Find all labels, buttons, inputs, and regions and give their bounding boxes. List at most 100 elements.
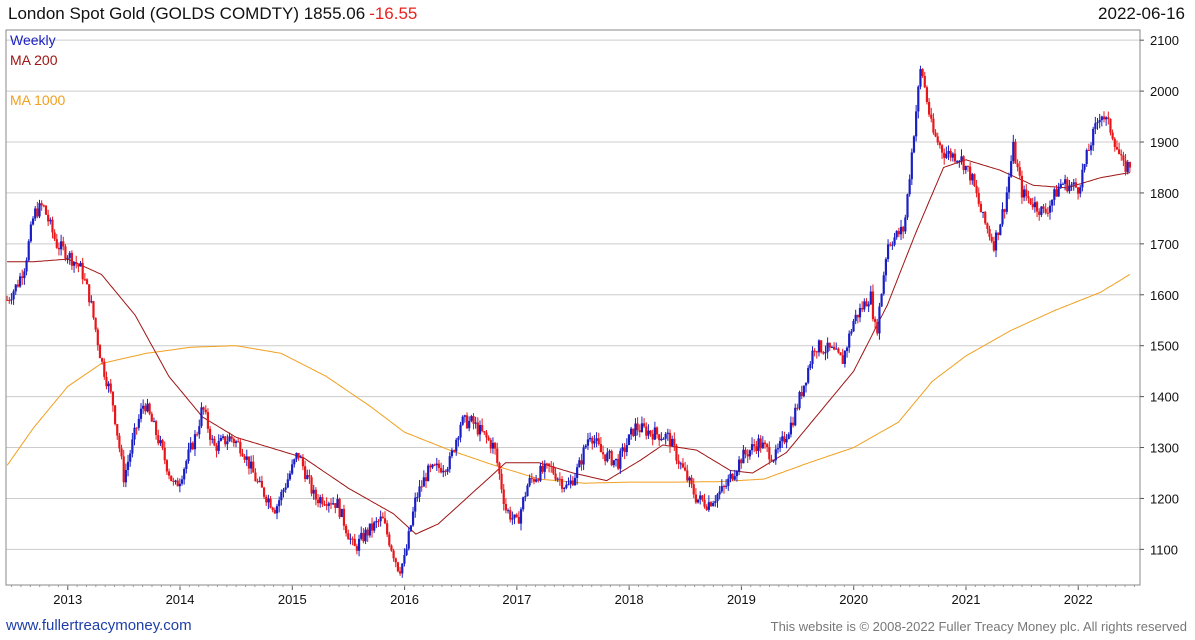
candle-body bbox=[150, 413, 153, 422]
grid bbox=[6, 39, 1140, 550]
candle-body bbox=[357, 538, 361, 551]
candle-body bbox=[1117, 149, 1121, 155]
candle-body bbox=[131, 439, 134, 454]
candle-body bbox=[308, 475, 311, 478]
candle-body bbox=[858, 308, 862, 318]
candle-body bbox=[589, 437, 592, 440]
candle-body bbox=[316, 499, 320, 504]
candle-body bbox=[1003, 209, 1006, 212]
candle-body bbox=[243, 456, 246, 460]
candle-body bbox=[625, 445, 628, 453]
candle-body bbox=[23, 271, 26, 279]
candle-body bbox=[291, 464, 294, 474]
candle-body bbox=[705, 506, 708, 510]
candle-body bbox=[1005, 192, 1008, 212]
candle-body bbox=[636, 423, 639, 431]
candle-body bbox=[1031, 203, 1034, 208]
candle-body bbox=[44, 205, 48, 215]
candle-body bbox=[692, 484, 695, 495]
candle-body bbox=[265, 496, 268, 503]
candle-body bbox=[275, 506, 279, 514]
candle-body bbox=[867, 304, 870, 307]
candle-body bbox=[504, 503, 507, 511]
candle-body bbox=[608, 451, 611, 453]
candle-body bbox=[899, 226, 903, 235]
candle-body bbox=[122, 456, 125, 483]
x-tick-label: 2021 bbox=[952, 592, 981, 607]
candle-body bbox=[975, 185, 978, 194]
candle-body bbox=[694, 494, 698, 503]
candle-body bbox=[845, 347, 849, 352]
candle-body bbox=[841, 355, 844, 364]
candle-body bbox=[427, 465, 430, 482]
candle-body bbox=[530, 477, 533, 480]
candle-body bbox=[971, 174, 974, 181]
candle-body bbox=[850, 331, 853, 334]
candle-body bbox=[990, 236, 993, 242]
candle-body bbox=[727, 478, 730, 486]
candle-body bbox=[556, 478, 559, 480]
candle-body bbox=[6, 299, 9, 301]
candle-body bbox=[550, 466, 553, 468]
candle-body bbox=[535, 479, 538, 482]
y-tick-label: 1500 bbox=[1150, 339, 1179, 354]
candle-body bbox=[919, 69, 922, 87]
candle-body bbox=[563, 487, 566, 489]
ma200-line bbox=[7, 159, 1130, 535]
candle-body bbox=[47, 214, 50, 222]
candle-body bbox=[21, 276, 24, 279]
candle-body bbox=[336, 498, 339, 508]
candle-body bbox=[645, 426, 648, 436]
candle-body bbox=[1092, 128, 1095, 146]
candle-body bbox=[202, 407, 205, 410]
x-tick-label: 2019 bbox=[727, 592, 756, 607]
plot-frame bbox=[5, 29, 1141, 586]
candle-body bbox=[314, 489, 317, 500]
y-tick-label: 1600 bbox=[1150, 288, 1179, 303]
candle-body bbox=[591, 437, 594, 444]
candle-body bbox=[36, 208, 39, 217]
candle-body bbox=[280, 491, 283, 501]
candle-body bbox=[684, 467, 687, 471]
candle-body bbox=[953, 153, 957, 162]
candle-body bbox=[126, 461, 130, 470]
candle-body bbox=[696, 499, 700, 503]
candle-body bbox=[178, 483, 181, 487]
candle-body bbox=[386, 523, 389, 535]
candle-body bbox=[753, 444, 756, 447]
candle-body bbox=[288, 473, 292, 480]
candle-body bbox=[18, 276, 22, 287]
candle-body bbox=[813, 350, 816, 352]
candle-body bbox=[278, 500, 281, 507]
candle-body bbox=[1068, 185, 1071, 192]
chart-title: London Spot Gold (GOLDS COMDTY) 1855.06-… bbox=[8, 4, 417, 24]
candle-body bbox=[221, 436, 225, 439]
candle-body bbox=[1018, 167, 1021, 176]
candle-body bbox=[90, 301, 93, 303]
candle-body bbox=[340, 508, 343, 517]
candle-body bbox=[610, 451, 613, 466]
candle-body bbox=[68, 252, 71, 258]
website-link[interactable]: www.fullertreacymoney.com bbox=[6, 617, 192, 634]
candle-body bbox=[129, 453, 132, 462]
candle-body bbox=[25, 260, 28, 272]
candle-body bbox=[146, 403, 149, 412]
candle-body bbox=[835, 348, 838, 350]
candle-body bbox=[725, 485, 728, 487]
candle-body bbox=[865, 301, 868, 307]
candle-body bbox=[137, 418, 140, 428]
candle-body bbox=[493, 442, 497, 449]
candle-body bbox=[638, 430, 641, 433]
candle-body bbox=[524, 496, 527, 498]
candle-body bbox=[176, 480, 179, 487]
candle-body bbox=[884, 259, 888, 276]
candle-body bbox=[889, 244, 892, 246]
candle-body bbox=[936, 136, 939, 143]
candle-body bbox=[772, 460, 775, 462]
candle-body bbox=[1064, 179, 1067, 184]
x-tick-label: 2013 bbox=[53, 592, 82, 607]
candle-body bbox=[237, 441, 240, 443]
candle-body bbox=[761, 442, 764, 449]
candle-body bbox=[997, 232, 1000, 236]
candle-body bbox=[491, 442, 495, 449]
